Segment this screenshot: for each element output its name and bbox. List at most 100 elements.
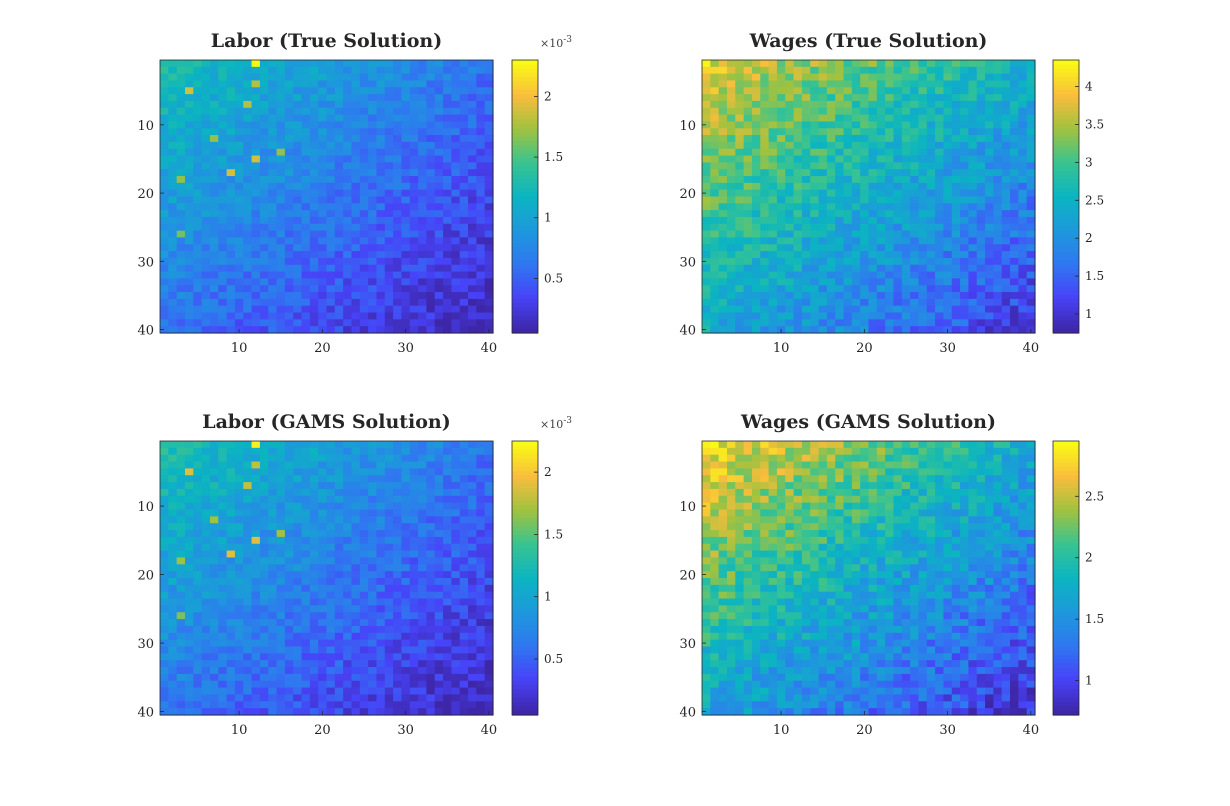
- heatmap-cell: [234, 60, 244, 68]
- heatmap-cell: [409, 708, 419, 716]
- heatmap-cell: [384, 312, 394, 320]
- heatmap-cell: [484, 169, 494, 177]
- heatmap-cell: [351, 680, 361, 689]
- heatmap-cell: [768, 169, 778, 177]
- heatmap-cell: [201, 701, 211, 709]
- heatmap-cell: [234, 223, 244, 232]
- heatmap-cell: [284, 312, 294, 320]
- heatmap-cell: [401, 278, 411, 286]
- heatmap-cell: [901, 148, 911, 157]
- heatmap-cell: [334, 237, 344, 245]
- y-tick-label: 40: [137, 324, 154, 339]
- heatmap-cell: [334, 694, 344, 702]
- heatmap-cell: [168, 257, 178, 266]
- heatmap-cell: [251, 461, 261, 469]
- heatmap-cell: [184, 673, 194, 682]
- heatmap-cell: [218, 169, 228, 177]
- heatmap-cell: [209, 305, 219, 314]
- heatmap-cell: [434, 114, 444, 123]
- heatmap-cell: [226, 176, 236, 184]
- heatmap-cell: [418, 244, 427, 252]
- heatmap-cell: [459, 488, 469, 497]
- heatmap-cell: [818, 230, 828, 239]
- heatmap-cell: [268, 660, 278, 668]
- heatmap-cell: [351, 646, 361, 654]
- heatmap-cell: [484, 73, 494, 82]
- heatmap-cell: [726, 80, 736, 88]
- heatmap-cell: [743, 244, 753, 252]
- heatmap-cell: [268, 509, 278, 517]
- heatmap-cell: [968, 251, 978, 259]
- heatmap-cell: [893, 292, 903, 300]
- heatmap-cell: [835, 141, 845, 150]
- heatmap-cell: [276, 73, 286, 82]
- heatmap-cell: [726, 87, 736, 95]
- heatmap-cell: [276, 230, 286, 239]
- heatmap-cell: [168, 605, 178, 613]
- heatmap-cell: [351, 196, 361, 204]
- heatmap-cell: [276, 60, 286, 68]
- heatmap-cell: [426, 632, 436, 641]
- heatmap-cell: [201, 488, 211, 497]
- heatmap-cell: [301, 646, 311, 654]
- heatmap-cell: [284, 584, 294, 593]
- heatmap-cell: [276, 557, 286, 565]
- heatmap-cell: [418, 285, 427, 293]
- heatmap-cell: [201, 454, 211, 463]
- heatmap-cell: [393, 189, 403, 198]
- heatmap-cell: [368, 244, 378, 252]
- heatmap-cell: [393, 155, 403, 163]
- heatmap-cell: [218, 509, 228, 517]
- heatmap-cell: [359, 502, 369, 511]
- heatmap-cell: [326, 100, 336, 109]
- heatmap-cell: [243, 121, 253, 129]
- heatmap-cell: [243, 619, 253, 627]
- heatmap-cell: [935, 285, 945, 293]
- heatmap-cell: [943, 251, 953, 259]
- heatmap-cell: [785, 107, 795, 116]
- heatmap-cell: [484, 701, 494, 709]
- heatmap-cell: [160, 550, 169, 559]
- heatmap-cell: [393, 598, 403, 606]
- heatmap-cell: [301, 571, 311, 579]
- heatmap-cell: [343, 653, 353, 661]
- heatmap-cell: [226, 141, 236, 150]
- heatmap-cell: [443, 571, 452, 579]
- heatmap-cell: [184, 176, 194, 184]
- heatmap-cell: [718, 298, 728, 307]
- heatmap-cell: [176, 488, 186, 497]
- heatmap-cell: [418, 687, 427, 696]
- heatmap-cell: [209, 653, 219, 661]
- heatmap-cell: [426, 488, 436, 497]
- heatmap-cell: [793, 319, 803, 327]
- heatmap-cell: [793, 223, 803, 232]
- heatmap-cell: [176, 564, 186, 572]
- heatmap-cell: [735, 60, 745, 68]
- heatmap-cell: [459, 482, 469, 490]
- heatmap-cell: [443, 73, 452, 82]
- heatmap-cell: [976, 114, 986, 123]
- heatmap-cell: [276, 87, 286, 95]
- heatmap-cell: [343, 639, 353, 648]
- heatmap-cell: [309, 550, 319, 559]
- heatmap-cell: [918, 237, 928, 245]
- heatmap-cell: [234, 135, 244, 143]
- heatmap-cell: [776, 244, 786, 252]
- heatmap-cell: [359, 305, 369, 314]
- heatmap-cell: [943, 292, 953, 300]
- heatmap-cell: [168, 530, 178, 538]
- heatmap-cell: [326, 468, 336, 476]
- heatmap-cell: [176, 550, 186, 559]
- heatmap-cell: [751, 121, 761, 129]
- colorbar-tick-label: 4: [1085, 80, 1093, 94]
- heatmap-cell: [376, 66, 386, 75]
- heatmap-cell: [1001, 216, 1011, 225]
- heatmap-cell: [418, 141, 427, 150]
- heatmap-cell: [443, 94, 452, 102]
- heatmap-cell: [168, 135, 178, 143]
- heatmap-panel-2: Wages (True Solution)10 20 30 401020304011.…: [679, 30, 1104, 356]
- heatmap-cell: [968, 210, 978, 218]
- heatmap-cell: [434, 312, 444, 320]
- heatmap-cell: [359, 223, 369, 232]
- heatmap-cell: [868, 196, 878, 204]
